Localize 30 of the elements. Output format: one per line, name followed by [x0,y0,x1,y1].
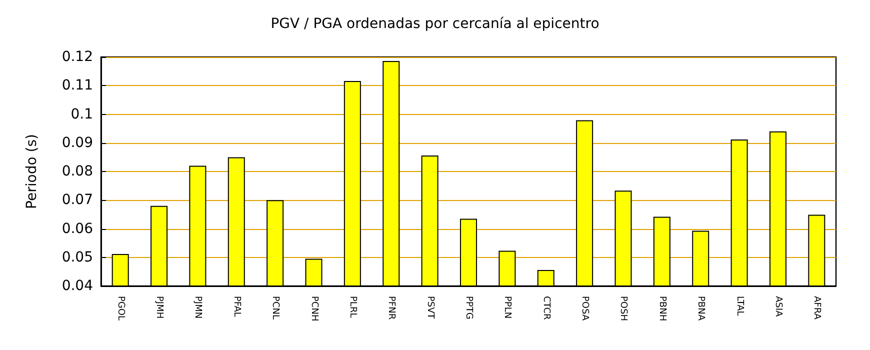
x-tick-label: ASIA [772,296,783,318]
y-tick-label: 0.1 [70,106,93,122]
x-tick-label: PJMN [192,296,203,319]
y-tick-label: 0.08 [62,164,93,180]
y-tick-label: 0.04 [62,278,94,294]
x-tick-label: PPLN [502,296,512,319]
x-tick-label: PCNL [270,296,280,320]
x-tick-label: PFAL [231,296,242,317]
y-tick-label: 0.09 [62,134,93,151]
x-tick-label: POSH [618,296,628,321]
y-tick-label: 0.07 [62,192,93,208]
y-tick-label: 0.12 [62,49,93,65]
x-tick-label: PJMH [154,296,164,319]
x-tick-label: AFRA [812,296,822,320]
x-tick-label: PBNH [656,296,667,322]
x-tick-label: PPTG [464,296,474,320]
chart-title: PGV / PGA ordenadas por cercanía al epicentro [270,16,600,32]
x-tick-label: PBNA [696,296,706,322]
x-tick-label: POSA [580,296,590,322]
x-tick-label: PSVT [424,296,435,320]
x-tick-label: LTAL [734,296,744,316]
y-tick-label: 0.05 [62,249,93,266]
x-tick-label: PCNH [308,296,319,322]
y-tick-label: 0.06 [62,220,94,237]
x-tick-label: CTCR [540,296,551,320]
y-tick-label: 0.11 [62,78,93,94]
x-tick-label: PGOL [115,296,126,320]
y-axis-title: Periodo (s) [24,134,40,209]
x-tick-label: PFNR [386,296,396,320]
x-tick-label: PLRL [347,296,358,318]
